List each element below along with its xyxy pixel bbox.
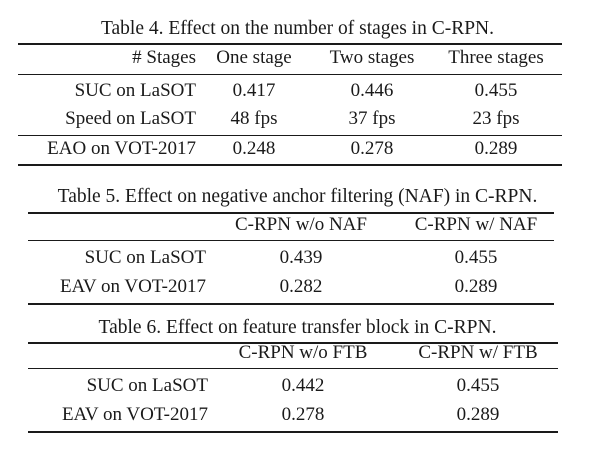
table-5-cell: 0.282	[279, 276, 323, 297]
table-4-cell: 0.455	[474, 80, 518, 101]
table-4-cell: 37 fps	[348, 108, 396, 129]
table-5-cell: 0.289	[454, 276, 498, 297]
table-6-header-rule	[28, 368, 558, 369]
table-6-caption: Table 6. Effect on feature transfer bloc…	[98, 317, 497, 338]
table-5-header-without-naf: C-RPN w/o NAF	[235, 214, 367, 235]
table-5-cell: 0.455	[454, 247, 498, 268]
table-4-cell: 0.278	[350, 138, 394, 159]
table-5-caption: Table 5. Effect on negative anchor filte…	[57, 186, 538, 207]
table-5-cell: 0.439	[279, 247, 323, 268]
table-6-header-with-ftb: C-RPN w/ FTB	[418, 342, 538, 363]
table-4-row-label: SUC on LaSOT	[74, 80, 196, 101]
table-5-bottom-rule	[28, 303, 554, 305]
table-4-top-rule	[18, 43, 562, 45]
table-4-header-stages: # Stages	[132, 47, 196, 68]
table-6-row-label: SUC on LaSOT	[86, 375, 208, 396]
table-6-bottom-rule	[28, 431, 558, 433]
table-4-header-three-stages: Three stages	[448, 47, 544, 68]
table-5-header-rule	[28, 240, 554, 241]
table-4-cell: 0.446	[350, 80, 394, 101]
table-4-cell: 0.289	[474, 138, 518, 159]
table-6-row-label: EAV on VOT-2017	[61, 404, 208, 425]
table-6-cell: 0.455	[456, 375, 500, 396]
table-4-bottom-rule	[18, 164, 562, 166]
table-6-top-rule	[28, 342, 558, 344]
table-4-cell: 48 fps	[230, 108, 278, 129]
table-4-caption: Table 4. Effect on the number of stages …	[100, 18, 495, 39]
table-4-row-label: EAO on VOT-2017	[47, 138, 196, 159]
table-4-header-two-stages: Two stages	[329, 47, 415, 68]
table-5-header-with-naf: C-RPN w/ NAF	[414, 214, 538, 235]
table-5-top-rule	[28, 212, 554, 214]
table-5-row-label: EAV on VOT-2017	[59, 276, 206, 297]
table-4-cell: 23 fps	[472, 108, 520, 129]
table-6-cell: 0.278	[281, 404, 325, 425]
table-6-cell: 0.442	[281, 375, 325, 396]
table-4-row-label: Speed on LaSOT	[65, 108, 196, 129]
table-4-row-rule	[18, 135, 562, 136]
table-4-cell: 0.248	[232, 138, 276, 159]
table-4-header-one-stage: One stage	[216, 47, 292, 68]
table-6-header-without-ftb: C-RPN w/o FTB	[238, 342, 368, 363]
table-4-header-rule	[18, 74, 562, 75]
table-4-cell: 0.417	[232, 80, 276, 101]
table-5-row-label: SUC on LaSOT	[84, 247, 206, 268]
table-6-cell: 0.289	[456, 404, 500, 425]
